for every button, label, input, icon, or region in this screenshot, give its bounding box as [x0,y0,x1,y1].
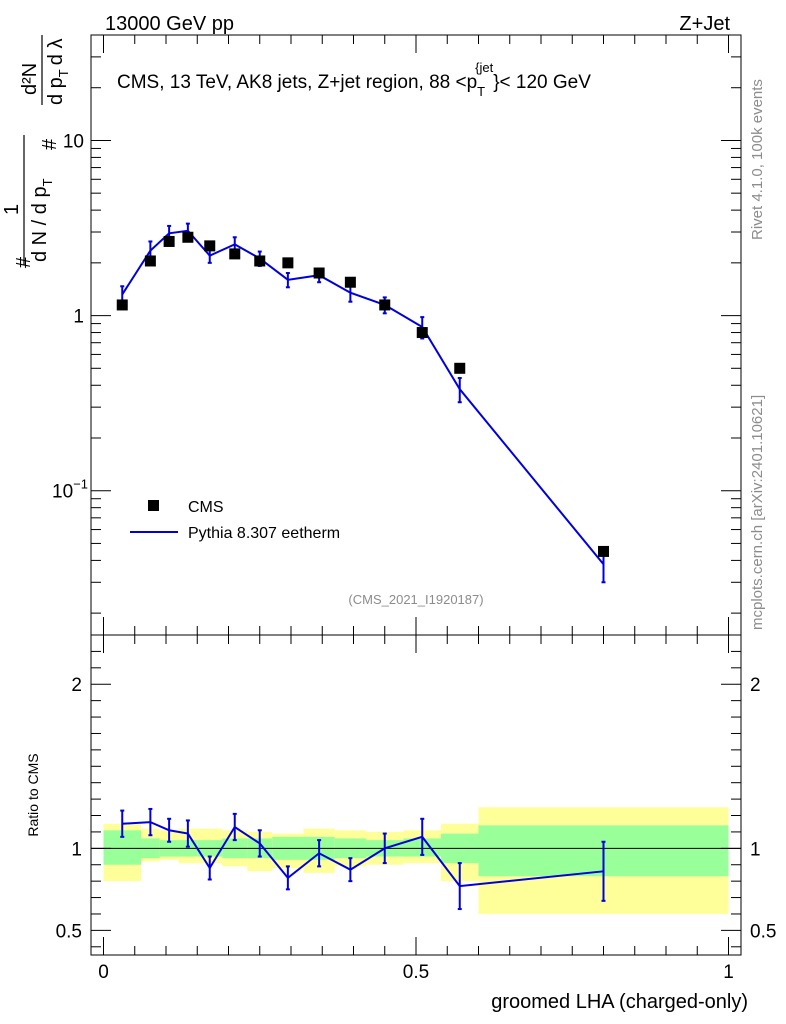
mcplots-label: mcplots.cern.ch [arXiv:2401.10621] [749,395,766,630]
cms-marker [282,257,294,269]
main-frame [90,34,742,636]
cms-marker [344,276,356,288]
title-sub: T [477,84,485,99]
main-ytick-label: 10 [63,131,84,152]
ylabel-d2n: d²N [19,63,41,95]
ratio-ytick-label-left: 1 [71,839,82,860]
title-close: }< 120 GeV [493,72,591,93]
main-panel: 10 1 10−1 CMS, 13 TeV, AK8 jets, Z+jet reg… [1,34,742,636]
cms-marker [254,255,266,267]
cms-marker [313,267,325,279]
ratio-ytick-label-right: 2 [750,675,761,696]
ratio-mc-line [122,821,604,888]
ratio-ytick-label-left: 2 [71,675,82,696]
legend-cms-label: CMS [188,499,224,516]
chart-title: CMS, 13 TeV, AK8 jets, Z+jet region, 88 … [117,60,591,99]
analysis-watermark: (CMS_2021_I1920187) [348,592,483,607]
main-ytick-label: 10−1 [52,477,88,503]
header-left: 13000 GeV pp [105,13,234,35]
ratio-ytick-label-left: 0.5 [56,921,82,942]
header-right: Z+Jet [679,13,730,35]
cms-marker [144,255,156,267]
ratio-tick-labels: 0.5 0.5 1 1 2 2 0 0.5 1 [56,675,777,983]
xtick-label: 0.5 [403,962,429,983]
main-ytick-label: 1 [73,307,84,328]
legend: CMS Pythia 8.307 eetherm [130,499,340,542]
mc-line [121,229,605,565]
ratio-ytick-label-right: 0.5 [750,921,776,942]
rivet-label: Rivet 4.1.0, 100k events [749,79,766,240]
cms-marker [116,299,128,311]
title-main: CMS, 13 TeV, AK8 jets, Z+jet region, 88 … [117,72,477,93]
ratio-ytick-label-right: 1 [750,839,761,860]
cms-marker [182,231,194,243]
cms-marker [454,362,466,374]
legend-mc-label: Pythia 8.307 eetherm [188,525,340,542]
cms-marker [598,545,609,557]
cms-marker [229,248,241,260]
cms-marker [163,235,175,247]
cms-marker [416,327,428,339]
x-axis-label: groomed LHA (charged-only) [491,991,748,1013]
main-tick-labels: 10 1 10−1 [52,131,88,502]
ylabel-dpt: d pTd λ [45,39,71,105]
ylabel-one: 1 [1,204,23,215]
title-sup: {jet [475,60,493,75]
xtick-label: 1 [723,962,734,983]
ratio-ticks [91,634,741,955]
cms-series [116,231,609,557]
ratio-ylabel: Ratio to CMS [25,753,41,836]
xtick-label: 0 [98,962,109,983]
ylabel-hash-2: # [39,138,61,150]
cms-marker [204,240,216,252]
ratio-panel: 0.5 0.5 1 1 2 2 0 0.5 1 Ratio to CMS groomed LHA… [25,634,777,1013]
main-ylabel: # 1 d N / d pT # d²N d pTd λ [1,35,71,268]
ylabel-dn: d N / d pT [29,178,55,262]
main-ticks [91,34,741,635]
ratio-mc-series [120,807,606,911]
legend-cms-marker [148,500,159,511]
cms-marker [379,299,391,311]
